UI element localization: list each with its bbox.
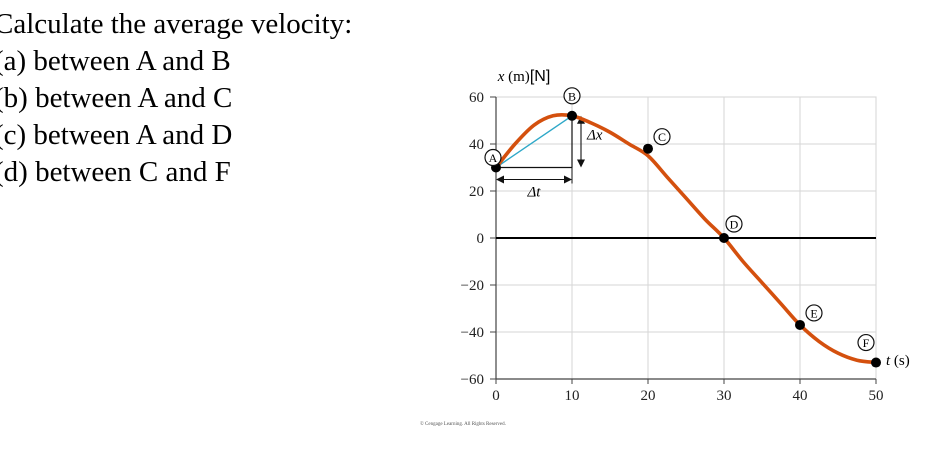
y-axis-label-note: [N] — [530, 68, 550, 85]
point-label-badge — [563, 87, 581, 105]
x-axis-label-var: t — [886, 353, 891, 369]
point-label-badge — [725, 215, 743, 233]
delta-x-arrowhead-bottom — [577, 159, 585, 168]
point-label-badge — [484, 148, 502, 167]
point-c — [643, 143, 653, 154]
point-f — [871, 357, 881, 368]
problem-part-c: (c) between A and D — [0, 119, 233, 151]
y-tick-label: 0 — [477, 231, 485, 247]
point-label-badge — [653, 128, 671, 146]
y-tick-label: 40 — [469, 137, 484, 153]
problem-part-b: (b) between A and C — [0, 82, 233, 114]
x-tick-label: 50 — [869, 388, 884, 404]
axes: 60 40 20 0 −20 −40 −60 0 10 20 30 40 50 — [461, 90, 884, 404]
secant-line — [495, 115, 573, 169]
y-axis-label-unit: (m) — [504, 69, 529, 85]
x-tick-label: 20 — [641, 388, 656, 404]
position-time-chart: 60 40 20 0 −20 −40 −60 0 10 20 30 40 50 A B C D E F x (m)… — [420, 52, 920, 432]
point-label-a: A — [489, 151, 498, 165]
x-axis-label: t (s) — [886, 353, 910, 369]
x-tick-label: 10 — [565, 388, 580, 404]
x-axis-label-unit: (s) — [890, 353, 910, 369]
x-tick-label: 40 — [793, 388, 808, 404]
y-axis-label-var: x — [497, 69, 505, 85]
delta-t-label: Δt — [527, 185, 542, 201]
point-e — [795, 319, 805, 330]
y-axis-label: x (m)[N] — [497, 68, 551, 85]
point-label-d: D — [730, 218, 739, 232]
y-tick-label: −60 — [461, 372, 484, 388]
point-b — [567, 110, 577, 121]
y-tick-label: 60 — [469, 90, 484, 106]
problem-part-d: (d) between C and F — [0, 156, 231, 188]
secant-construction — [495, 115, 585, 184]
point-label-badge — [857, 333, 875, 352]
problem-statement: Calculate the average velocity: (a) betw… — [0, 6, 420, 191]
chart-labels: x (m)[N] t (s) © Cengage Learning. All Rig… — [420, 68, 910, 427]
point-label-c: C — [658, 130, 666, 144]
point-label-b: B — [568, 89, 576, 103]
data-points: A B C D E F — [484, 87, 881, 368]
copyright-note: © Cengage Learning. All Rights Reserved. — [420, 421, 506, 427]
point-label-f: F — [863, 336, 870, 350]
series-curve — [494, 112, 878, 365]
x-tick-label: 0 — [492, 388, 500, 404]
point-d — [719, 233, 729, 243]
position-curve — [494, 112, 878, 365]
y-tick-label: −40 — [461, 325, 484, 341]
x-tick-label: 30 — [717, 388, 732, 404]
problem-part-a: (a) between A and B — [0, 45, 231, 77]
problem-title: Calculate the average velocity: — [0, 8, 353, 40]
y-tick-label: −20 — [461, 278, 484, 294]
delta-x-label: Δx — [586, 128, 603, 144]
delta-t-arrowhead-left — [496, 175, 504, 184]
y-tick-label: 20 — [469, 184, 484, 200]
delta-t-arrowhead-right — [564, 175, 572, 184]
chart-svg: 60 40 20 0 −20 −40 −60 0 10 20 30 40 50 A B C D E F x (m)… — [420, 68, 910, 427]
point-label-badge — [805, 304, 823, 322]
point-label-e: E — [810, 306, 817, 320]
